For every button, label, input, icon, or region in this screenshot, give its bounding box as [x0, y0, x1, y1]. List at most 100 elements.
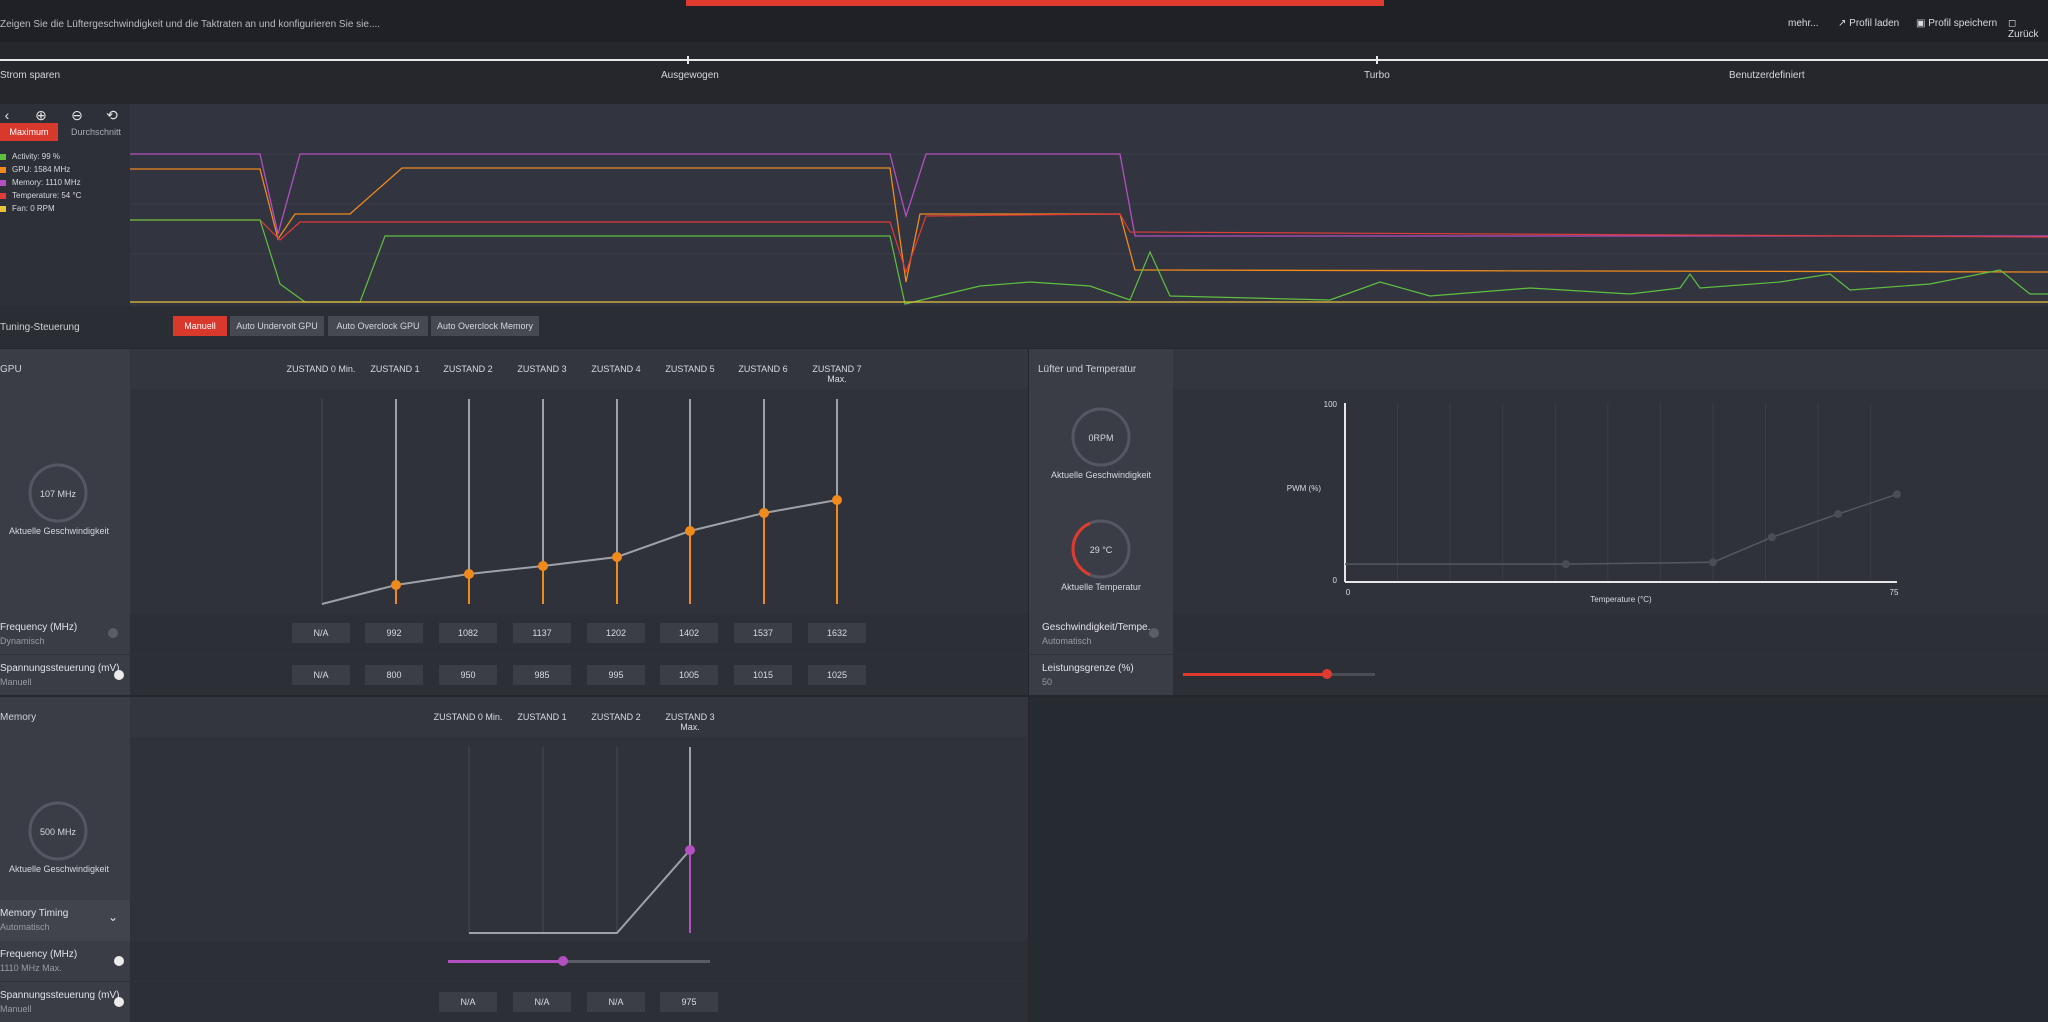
fan-curve-toggle[interactable] — [1149, 628, 1159, 638]
legend-memory[interactable]: Memory: 1110 MHz — [0, 178, 81, 187]
monitor-graph — [130, 153, 2048, 305]
gpu-frequency-toggle[interactable] — [108, 628, 118, 638]
memory-frequency-slider[interactable] — [448, 956, 710, 966]
zoom-out-icon[interactable]: ⊖ — [71, 107, 83, 123]
gpu-frequency-field[interactable]: 992 — [365, 623, 423, 643]
gpu-state-1: ZUSTAND 1 — [370, 364, 420, 374]
memory-voltage-field[interactable]: 975 — [660, 992, 718, 1012]
x-axis-label: Temperature (°C) — [1590, 595, 1652, 604]
memory-frequency-mode: 1110 MHz Max. — [0, 963, 62, 973]
chevron-left-icon[interactable]: ‹ — [4, 107, 10, 123]
memory-frequency-side — [0, 941, 130, 981]
gpu-state-handle[interactable] — [391, 580, 401, 590]
gpu-state-handle[interactable] — [759, 508, 769, 518]
memory-title: Memory — [0, 712, 37, 723]
memory-voltage-field[interactable]: N/A — [587, 992, 645, 1012]
fan-header — [1029, 349, 2048, 389]
memory-voltage-field[interactable]: N/A — [513, 992, 571, 1012]
gpu-voltage-field[interactable]: 1025 — [808, 665, 866, 685]
gpu-voltage-field[interactable]: 1005 — [660, 665, 718, 685]
back-button[interactable]: ◻ Zurück — [2008, 18, 2039, 40]
gpu-frequency-field[interactable]: 1632 — [808, 623, 866, 643]
x-tick-label: 0 — [1346, 588, 1351, 597]
gpu-frequency-field[interactable]: 1402 — [660, 623, 718, 643]
memory-voltage-label: Spannungssteuerung (mV) — [0, 990, 120, 1001]
save-profile-button[interactable]: ▣ Profil speichern — [1916, 18, 1998, 29]
temperature-series — [130, 213, 2048, 274]
fan-curve-point[interactable] — [1767, 533, 1776, 542]
preset-slider-track[interactable] — [0, 59, 2048, 61]
gpu-voltage-toggle[interactable] — [114, 670, 124, 680]
legend-gpu[interactable]: GPU: 1584 MHz — [0, 165, 70, 174]
power-limit-slider[interactable] — [1183, 669, 1375, 679]
gpu-state-handle[interactable] — [538, 561, 548, 571]
power-limit-row — [1029, 655, 2048, 695]
memory-voltage-field[interactable]: N/A — [439, 992, 497, 1012]
memory-frequency-fill — [448, 960, 564, 963]
gpu-state-curve — [321, 399, 842, 605]
preset-turbo[interactable]: Turbo — [1364, 70, 1390, 81]
memory-voltage-toggle[interactable] — [114, 997, 124, 1007]
legend-swatch — [0, 179, 6, 186]
fan-curve-point[interactable] — [1561, 560, 1570, 569]
legend-swatch — [0, 192, 6, 199]
reset-zoom-icon[interactable]: ⟲ — [106, 107, 118, 123]
legend-fan[interactable]: Fan: 0 RPM — [0, 204, 55, 213]
tab-maximum[interactable]: Maximum — [0, 123, 58, 141]
memory-state-handle[interactable] — [685, 845, 695, 855]
fan-curve-point[interactable] — [1834, 509, 1843, 518]
fan-curve-line — [1345, 493, 1898, 565]
gpu-frequency-field[interactable]: 1137 — [513, 623, 571, 643]
gpu-frequency-field[interactable]: 1537 — [734, 623, 792, 643]
memory-timing-row[interactable] — [0, 900, 130, 941]
tab-average[interactable]: Durchschnitt — [70, 127, 122, 137]
gpu-state-7: ZUSTAND 7 Max. — [812, 364, 862, 384]
preset-tick[interactable] — [687, 56, 689, 64]
gpu-state-handle[interactable] — [685, 526, 695, 536]
memory-series — [130, 153, 2048, 237]
legend-activity[interactable]: Activity: 99 % — [0, 152, 60, 161]
gpu-voltage-mode: Manuell — [0, 677, 32, 687]
gpu-frequency-field[interactable]: 1082 — [439, 623, 497, 643]
load-icon: ↗ — [1838, 18, 1850, 29]
gpu-voltage-field[interactable]: 1015 — [734, 665, 792, 685]
tuning-auto-oc-gpu-button[interactable]: Auto Overclock GPU — [328, 316, 428, 336]
gpu-state-handle[interactable] — [612, 552, 622, 562]
tuning-manual-button[interactable]: Manuell — [173, 316, 227, 336]
gpu-frequency-field[interactable]: 1202 — [587, 623, 645, 643]
preset-custom[interactable]: Benutzerdefiniert — [1729, 70, 1805, 81]
gpu-state-handle[interactable] — [464, 569, 474, 579]
gpu-state-2: ZUSTAND 2 — [443, 364, 493, 374]
x-tick-label: 75 — [1890, 588, 1899, 597]
load-profile-button[interactable]: ↗ Profil laden — [1838, 18, 1900, 29]
power-limit-handle[interactable] — [1322, 669, 1332, 679]
temperature-gauge — [1071, 519, 1131, 579]
gpu-voltage-field[interactable]: N/A — [292, 665, 350, 685]
fan-curve-point[interactable] — [1709, 558, 1717, 567]
zoom-in-icon[interactable]: ⊕ — [35, 107, 47, 123]
chevron-down-icon[interactable]: ⌄ — [108, 910, 119, 924]
legend-swatch — [0, 166, 6, 173]
gpu-state-handle[interactable] — [832, 495, 842, 505]
fan-curve-point[interactable] — [1893, 490, 1901, 499]
gpu-voltage-field[interactable]: 995 — [587, 665, 645, 685]
preset-balanced[interactable]: Ausgewogen — [661, 70, 719, 81]
memory-header-side — [0, 697, 130, 737]
legend-temperature[interactable]: Temperature: 54 °C — [0, 191, 81, 200]
gpu-voltage-field[interactable]: 950 — [439, 665, 497, 685]
gpu-voltage-field[interactable]: 800 — [365, 665, 423, 685]
gpu-side — [0, 389, 130, 614]
tuning-auto-oc-memory-button[interactable]: Auto Overclock Memory — [431, 316, 539, 336]
preset-tick[interactable] — [1376, 56, 1378, 64]
gpu-voltage-field[interactable]: 985 — [513, 665, 571, 685]
memory-state-3: ZUSTAND 3 Max. — [665, 712, 715, 732]
memory-speed-gauge — [28, 801, 88, 861]
memory-frequency-handle[interactable] — [558, 956, 569, 966]
tuning-auto-undervolt-button[interactable]: Auto Undervolt GPU — [230, 316, 324, 336]
more-link[interactable]: mehr... — [1788, 18, 1819, 29]
gpu-voltage-label: Spannungssteuerung (mV) — [0, 663, 120, 674]
gpu-header — [0, 349, 1028, 389]
memory-frequency-toggle[interactable] — [114, 956, 124, 966]
preset-power-save[interactable]: Strom sparen — [0, 70, 61, 81]
gpu-frequency-field[interactable]: N/A — [292, 623, 350, 643]
